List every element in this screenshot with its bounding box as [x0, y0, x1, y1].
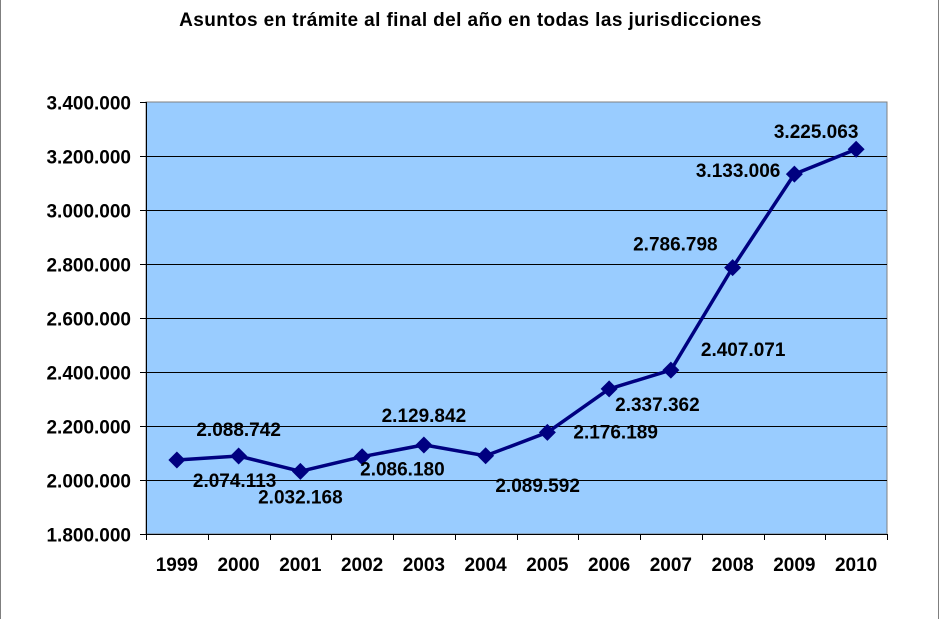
- x-tick-label: 2009: [773, 555, 815, 576]
- data-point: [785, 165, 803, 183]
- x-tick-label: 2010: [835, 555, 877, 576]
- data-label: 2.407.071: [701, 340, 786, 361]
- data-label: 2.074.113: [193, 471, 276, 492]
- data-labels: 2.074.113 2.088.742 2.032.168 2.086.180 2.12…: [193, 122, 859, 508]
- y-tick-label: 1.800.000: [46, 526, 131, 547]
- data-point: [291, 462, 309, 480]
- data-point: [662, 361, 680, 379]
- y-tick-label: 2.600.000: [46, 310, 131, 331]
- x-tick-label: 2006: [588, 555, 630, 576]
- data-point: [415, 436, 433, 454]
- gridlines: [146, 156, 887, 481]
- data-label: 2.129.842: [382, 406, 467, 427]
- data-label: 3.133.006: [696, 161, 781, 182]
- y-tick-label: 3.200.000: [46, 148, 131, 169]
- y-axis-ticks: 1.800.000 2.000.000 2.200.000 2.400.000 2.60…: [46, 94, 146, 547]
- y-tick-label: 2.400.000: [46, 364, 131, 385]
- data-label: 2.089.592: [495, 476, 580, 497]
- data-label: 3.225.063: [774, 122, 859, 143]
- data-label: 2.337.362: [615, 395, 700, 416]
- y-tick-label: 2.800.000: [46, 256, 131, 277]
- x-tick-label: 2001: [279, 555, 322, 576]
- x-tick-label: 1999: [156, 555, 198, 576]
- chart-title: Asuntos en trámite al final del año en t…: [179, 10, 762, 31]
- axes: [146, 102, 887, 535]
- data-label: 2.032.168: [258, 487, 343, 508]
- x-axis-ticks: 1999 2000 2001 2002 2003 2004 2005 2006 2007 2008…: [146, 534, 888, 576]
- x-tick-label: 2007: [650, 555, 692, 576]
- x-tick-label: 2008: [711, 555, 753, 576]
- y-tick-label: 2.000.000: [46, 472, 131, 493]
- x-tick-label: 2004: [464, 555, 507, 576]
- x-tick-label: 2003: [403, 555, 445, 576]
- data-label: 2.086.180: [360, 460, 445, 481]
- y-tick-label: 3.400.000: [46, 94, 131, 115]
- data-point: [724, 259, 742, 277]
- x-tick-label: 2000: [217, 555, 259, 576]
- data-point: [600, 380, 618, 398]
- x-tick-label: 2005: [526, 555, 569, 576]
- data-label: 2.786.798: [633, 235, 718, 256]
- data-point: [353, 448, 371, 466]
- data-point: [538, 423, 556, 441]
- series-line: [176, 147, 857, 474]
- data-point: [168, 451, 186, 469]
- data-point: [847, 140, 865, 158]
- series-group: [168, 140, 865, 480]
- data-point: [477, 447, 495, 465]
- data-point: [230, 447, 248, 465]
- x-tick-label: 2002: [341, 555, 383, 576]
- data-label: 2.088.742: [196, 420, 281, 441]
- data-label: 2.176.189: [573, 422, 658, 443]
- y-tick-label: 2.200.000: [46, 418, 131, 439]
- y-tick-label: 3.000.000: [46, 202, 131, 223]
